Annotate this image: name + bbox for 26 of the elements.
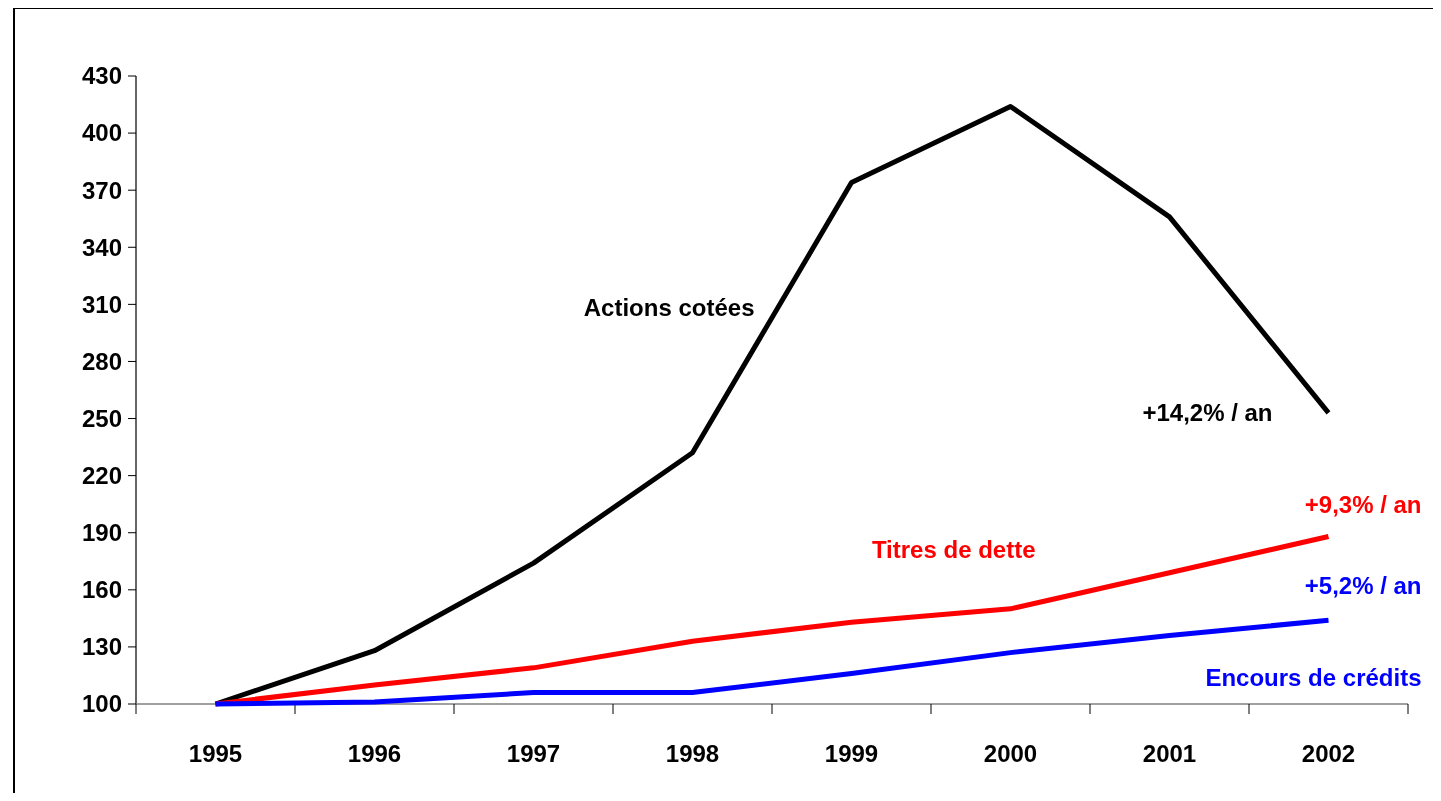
annotation: +14,2% / an — [1142, 399, 1273, 427]
y-tick-label: 280 — [81, 347, 122, 375]
x-tick-label: 1995 — [188, 740, 243, 767]
y-tick-label: 190 — [81, 519, 122, 547]
series-label: Titres de dette — [871, 536, 1036, 564]
y-tick-label: 430 — [81, 62, 122, 90]
x-tick-label: 1997 — [506, 740, 561, 767]
x-tick-label: 1996 — [347, 740, 402, 767]
y-tick-label: 340 — [81, 233, 122, 261]
y-tick-label: 220 — [81, 462, 122, 490]
y-tick-label: 160 — [81, 576, 122, 604]
y-tick-label: 370 — [81, 176, 122, 204]
y-tick-label: 100 — [81, 690, 122, 718]
x-tick-label: 2000 — [983, 740, 1038, 767]
x-tick-label: 1999 — [824, 740, 879, 767]
y-tick-label: 250 — [81, 404, 122, 432]
x-tick-label: 2001 — [1142, 740, 1197, 767]
annotation: +5,2% / an — [1304, 571, 1422, 599]
y-tick-label: 400 — [81, 119, 122, 147]
series-label: Actions cotées — [583, 294, 755, 322]
x-tick-label: 2002 — [1301, 740, 1356, 767]
annotation: +9,3% / an — [1304, 490, 1422, 518]
x-tick-label: 1998 — [665, 740, 720, 767]
y-tick-label: 130 — [81, 633, 122, 661]
series-label: Encours de crédits — [1205, 664, 1422, 691]
y-tick-label: 310 — [81, 290, 122, 318]
